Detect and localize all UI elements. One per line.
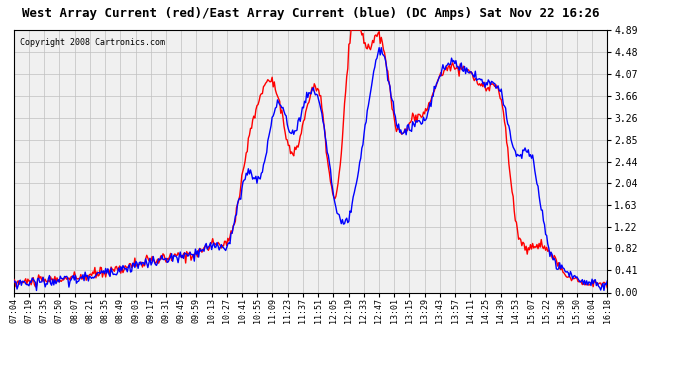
Text: West Array Current (red)/East Array Current (blue) (DC Amps) Sat Nov 22 16:26: West Array Current (red)/East Array Curr… <box>22 8 599 21</box>
Text: Copyright 2008 Cartronics.com: Copyright 2008 Cartronics.com <box>20 38 165 47</box>
